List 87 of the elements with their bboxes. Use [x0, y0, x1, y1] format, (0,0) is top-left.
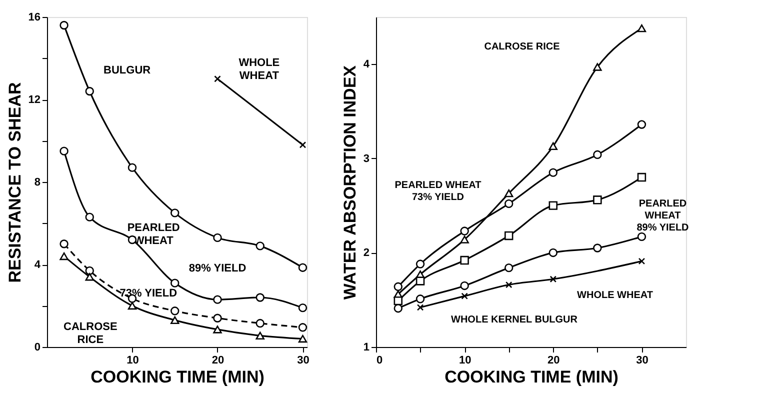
annotation: WHOLE WHEAT: [238, 57, 280, 82]
y-tick-label: 4: [34, 259, 42, 271]
point: [460, 236, 469, 244]
point: [504, 231, 514, 240]
x-tick-label: 20: [212, 354, 224, 366]
y-axis-title: WATER ABSORPTION INDEX: [340, 64, 360, 300]
point: [170, 306, 180, 316]
y-tick-label: 8: [34, 176, 40, 188]
point: [170, 208, 180, 218]
annotation: 89% YIELD: [188, 262, 246, 275]
x-tick-label: 30: [297, 354, 310, 366]
point: [170, 278, 180, 288]
point: [256, 332, 264, 340]
point: [60, 252, 68, 260]
point: [213, 295, 222, 304]
point: [593, 150, 602, 160]
point: [461, 292, 468, 300]
point: [60, 146, 68, 156]
y-tick-label: 4: [363, 58, 370, 71]
point: [593, 63, 602, 71]
x-tick-label: 10: [458, 354, 472, 366]
point: [298, 323, 308, 332]
x-axis-title: COOKING TIME (MIN): [444, 368, 618, 386]
point: [213, 326, 222, 334]
point: [298, 303, 308, 312]
point: [460, 281, 469, 290]
point: [213, 314, 222, 322]
point: [298, 263, 308, 272]
point: [638, 258, 646, 265]
point: [637, 232, 646, 242]
point: [85, 212, 94, 222]
point: [460, 226, 469, 236]
point: [548, 142, 558, 150]
point: [504, 263, 514, 272]
point: [637, 172, 646, 182]
point: [299, 141, 306, 148]
x-axis-title: COOKING TIME (MIN): [90, 368, 264, 386]
x-tick-label: 20: [548, 354, 560, 366]
x-tick-label: 10: [126, 354, 139, 366]
y-tick-label: 1: [363, 342, 370, 354]
annotation: WHOLE KERNEL BULGUR: [451, 314, 578, 326]
point: [394, 296, 402, 306]
point: [593, 196, 602, 204]
point: [214, 75, 221, 82]
point: [416, 276, 425, 286]
point: [416, 260, 425, 268]
annotation: WHOLE WHEAT: [577, 290, 653, 302]
point: [256, 318, 264, 328]
y-axis-title: RESISTANCE TO SHEAR: [5, 82, 24, 283]
point: [504, 189, 514, 198]
point: [85, 273, 94, 281]
point: [85, 86, 94, 96]
y-tick-label: 16: [28, 12, 40, 24]
point: [460, 256, 469, 265]
point: [504, 199, 514, 208]
y-tick-label: 12: [28, 94, 40, 106]
annotation: CALROSE RICE: [484, 41, 560, 52]
annotation: PEARLED WHEAT 73% YIELD: [394, 180, 482, 203]
point: [416, 304, 424, 311]
point: [548, 201, 558, 210]
point: [128, 163, 137, 172]
point: [85, 266, 94, 276]
annotation: PEARLED WHEAT 89% YIELD: [636, 198, 689, 234]
annotation: BULGUR: [104, 64, 151, 77]
point: [128, 302, 137, 310]
point: [298, 334, 308, 343]
point: [593, 244, 602, 252]
point: [170, 316, 180, 324]
y-tick-label: 2: [363, 247, 370, 260]
point: [213, 233, 222, 242]
point: [505, 281, 512, 288]
point: [548, 168, 558, 177]
point: [60, 20, 68, 30]
point: [256, 242, 264, 250]
x-tick-label: 30: [636, 354, 648, 366]
y-tick-label: 3: [363, 152, 370, 165]
x-tick-label: 0: [376, 354, 383, 366]
point: [256, 293, 264, 302]
point: [550, 276, 557, 283]
point: [548, 248, 558, 258]
point: [60, 240, 68, 248]
annotation: CALROSE RICE: [64, 321, 118, 346]
point: [416, 294, 425, 304]
point: [394, 282, 402, 292]
y-tick-label: 0: [34, 342, 40, 354]
point: [637, 24, 646, 32]
point: [637, 120, 646, 129]
